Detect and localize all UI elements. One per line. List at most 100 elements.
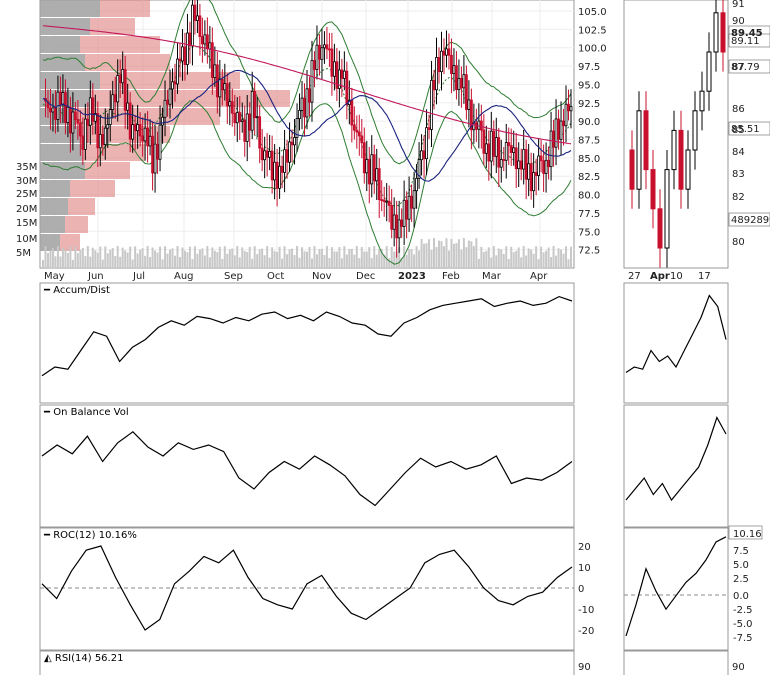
candle-body <box>146 127 150 147</box>
candle-body <box>158 124 162 160</box>
candle-body <box>445 48 448 56</box>
candle-body <box>76 119 80 124</box>
candle-body <box>68 106 72 134</box>
candle-body <box>337 69 341 89</box>
volume-bar <box>418 250 421 268</box>
candle-body <box>494 137 498 157</box>
volume-bar <box>540 246 543 268</box>
candle-body <box>218 79 222 98</box>
candle-body <box>542 160 546 174</box>
roc-zoom-tick: 7.5 <box>733 546 749 557</box>
candle-body <box>225 83 229 107</box>
volume-bar <box>301 247 304 268</box>
vbp-up-bar <box>40 18 90 35</box>
price-tick-label: 72.5 <box>578 246 600 257</box>
volume-bar <box>286 254 289 268</box>
price-tick-label: 80.0 <box>578 191 600 202</box>
volume-bar <box>360 247 363 268</box>
volume-bar <box>176 246 179 268</box>
candle-body <box>410 195 414 209</box>
volume-bar <box>104 246 107 268</box>
vbp-up-bar <box>40 72 100 89</box>
candle-body <box>193 4 197 21</box>
candle-body <box>235 112 239 124</box>
candle-body <box>375 168 379 182</box>
candle-body <box>335 61 339 89</box>
candle-body <box>469 99 473 131</box>
volume-bar <box>268 257 271 268</box>
volume-bar <box>141 248 144 268</box>
candle-body <box>203 34 207 45</box>
moving-averages <box>42 25 572 182</box>
volume-bar <box>186 252 189 268</box>
volume-bar <box>517 247 520 268</box>
roc-zoom-tick: 0.0 <box>733 591 749 602</box>
zoom-price-tick: 85 <box>732 125 745 136</box>
price-tick-label: 102.5 <box>578 25 607 36</box>
candle-body <box>128 102 132 140</box>
candle-body <box>562 120 565 127</box>
zoom-candle-body <box>650 169 656 210</box>
vbp-up-bar <box>40 144 82 161</box>
candle-body <box>547 159 550 168</box>
accdist-zoom-line <box>625 294 727 374</box>
volume-bar <box>435 247 438 268</box>
volume-bar <box>408 248 411 268</box>
candle-body <box>532 172 536 192</box>
roc-tick: -20 <box>578 626 594 637</box>
accdist-zoom-frame <box>623 282 729 404</box>
volume-bar <box>465 247 468 268</box>
volume-bar <box>266 246 269 268</box>
zoom-candle-body <box>699 90 705 112</box>
volume-bar <box>560 249 563 268</box>
volume-bar <box>191 259 194 268</box>
candle-body <box>539 155 543 162</box>
candle-body <box>255 116 259 119</box>
candle-body <box>153 143 157 174</box>
candle-body <box>123 69 127 111</box>
volume-tick-label: 25M <box>16 189 37 200</box>
candle-body <box>357 131 361 137</box>
volume-bar <box>206 246 209 268</box>
candle-body <box>524 149 528 180</box>
candle-body <box>537 155 541 176</box>
volume-bars <box>42 238 572 268</box>
volume-bar <box>505 246 508 268</box>
candle-body <box>519 160 523 170</box>
candle-body <box>415 177 418 192</box>
rsi-zoom-frame <box>623 650 729 675</box>
volume-bar <box>86 246 89 268</box>
candle-body <box>98 134 102 149</box>
volume-bar <box>462 238 465 268</box>
volume-bar <box>171 248 174 268</box>
candle-body <box>283 149 286 173</box>
month-tick-label: Jul <box>132 271 145 282</box>
candle-body <box>552 130 555 148</box>
volume-bar <box>228 249 231 268</box>
volume-bar <box>129 246 132 268</box>
candle-body <box>121 69 125 84</box>
volume-bar <box>283 246 286 268</box>
candle-body <box>223 83 227 91</box>
volume-bar <box>211 247 214 268</box>
month-tick-label: Oct <box>267 271 284 282</box>
vbp-down-bar <box>68 198 95 215</box>
volume-bar <box>355 246 358 268</box>
volume-bar <box>288 249 291 268</box>
roc-zoom-tick: 5.0 <box>733 560 749 571</box>
candle-body <box>248 113 252 131</box>
obv-zoom-frame <box>623 404 729 528</box>
obv-line <box>41 431 573 507</box>
candle-body <box>106 124 110 129</box>
volume-bar <box>527 248 530 268</box>
zoom-date-tick: Apr <box>650 271 670 282</box>
candle-body <box>492 130 496 157</box>
zoom-price-tick: 86 <box>732 104 745 115</box>
volume-bar <box>101 259 104 268</box>
volume-bar <box>149 256 152 268</box>
month-tick-label: Sep <box>224 271 243 282</box>
volume-bar <box>256 254 259 268</box>
vbp-up-bar <box>40 216 65 233</box>
volume-bar <box>487 247 490 268</box>
candle-body <box>360 135 364 144</box>
